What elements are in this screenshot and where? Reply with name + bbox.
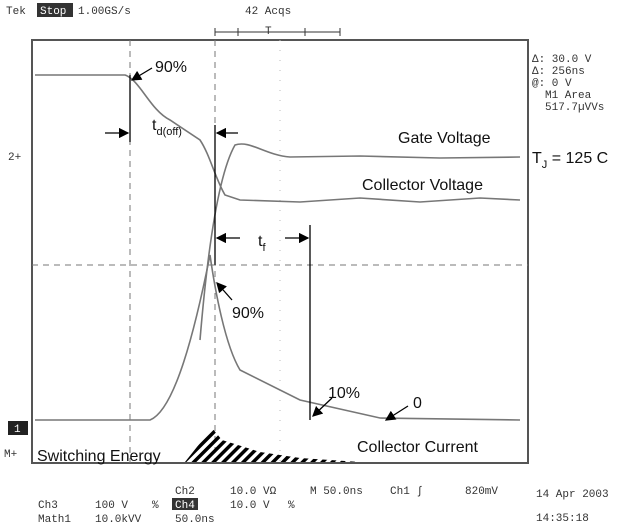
footer-item: Ch4 <box>175 500 195 512</box>
date: 14 Apr 2003 <box>536 489 609 501</box>
acquisitions: 42 Acqs <box>245 6 291 18</box>
footer-item: 10.0 V <box>230 500 270 512</box>
footer-item: 820mV <box>465 486 498 498</box>
screen-frame <box>32 40 528 463</box>
trigger-marker: T <box>265 26 272 38</box>
readout-line: Δ: 256ns <box>532 66 585 78</box>
footer-item: % <box>288 500 295 512</box>
label-gate: Gate Voltage <box>398 130 491 147</box>
label-tf: tf <box>258 233 266 254</box>
label-10: 10% <box>328 385 360 402</box>
label-energy: Switching Energy <box>37 448 161 465</box>
readout-line: @: 0 V <box>532 78 572 90</box>
readout-line: Δ: 30.0 V <box>532 54 592 66</box>
footer-item: 10.0 VΩ <box>230 486 277 498</box>
td-sub: d(off) <box>156 126 181 138</box>
footer-item: Ch1 ∫ <box>390 486 423 498</box>
label-tj: TJ = 125 C <box>532 150 608 171</box>
footer-item: % <box>152 500 159 512</box>
ch1-marker: 1 <box>14 424 21 436</box>
tj-main: T <box>532 150 542 167</box>
footer-item: Ch2 <box>175 486 195 498</box>
footer-item: Math1 <box>38 514 71 526</box>
footer: Ch2 10.0 VΩ M 50.0ns Ch1 ∫ 820mV Ch3 100 V% Ch4… <box>38 486 498 526</box>
footer-item: Ch3 <box>38 500 58 512</box>
ch2-marker: 2+ <box>8 152 21 164</box>
current-trace <box>35 255 520 420</box>
tj-rest: = 125 C <box>547 150 608 167</box>
switching-energy <box>185 428 360 462</box>
footer-item: M 50.0ns <box>310 486 363 498</box>
math-marker: M+ <box>4 449 17 461</box>
label-td: td(off) <box>152 117 182 138</box>
sample-rate: 1.00GS/s <box>78 6 131 18</box>
brand: Tek <box>6 6 26 18</box>
scope-screenshot: Tek Stop 1.00GS/s 42 Acqs T 90% td(off) … <box>0 0 642 529</box>
label-collector-voltage: Collector Voltage <box>362 177 483 194</box>
label-90-mid: 90% <box>232 305 264 322</box>
label-zero: 0 <box>413 395 422 412</box>
label-90: 90% <box>155 59 187 76</box>
tf-sub: f <box>262 242 266 254</box>
footer-item: 100 V <box>95 500 128 512</box>
label-collector-current: Collector Current <box>357 439 478 456</box>
readout-line: 517.7µVVs <box>545 102 604 114</box>
arrow <box>132 68 152 80</box>
arrow <box>217 283 232 300</box>
time: 14:35:18 <box>536 513 589 525</box>
readout-line: M1 Area <box>545 90 592 102</box>
footer-item: 50.0ns <box>175 514 215 526</box>
footer-item: 10.0kVV <box>95 514 142 526</box>
state: Stop <box>40 6 66 18</box>
record-bar <box>215 28 340 36</box>
